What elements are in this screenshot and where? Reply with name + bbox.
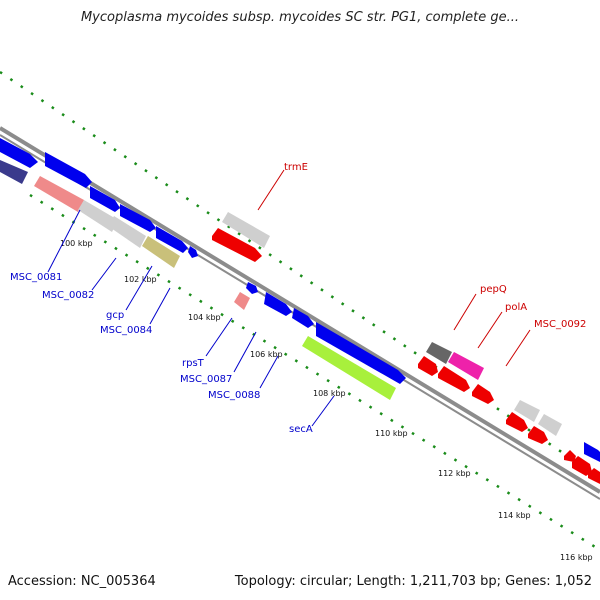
- gene-box-gray: [514, 400, 540, 422]
- gene-arrow: [584, 442, 600, 462]
- gene-label: polA: [505, 302, 527, 313]
- backbone-outer: [0, 126, 600, 494]
- gene-label: rpsT: [182, 358, 205, 369]
- kbp-label: 102 kbp: [124, 275, 157, 284]
- gene-box-salmon: [34, 176, 84, 212]
- gene-box-magenta: [448, 352, 484, 380]
- kbp-label: 108 kbp: [313, 389, 346, 398]
- gene-box-salmon: [234, 292, 250, 310]
- inner-tick-row: [29, 193, 600, 552]
- kbp-label: 116 kbp: [560, 553, 593, 562]
- gene-arrow: [264, 292, 292, 316]
- gene-label: MSC_0087: [180, 374, 232, 385]
- gene-arrow-red: [564, 450, 576, 462]
- gene-box-gray: [108, 216, 146, 248]
- gene-box-gray: [538, 414, 562, 436]
- gene-arrow-red: [572, 456, 592, 476]
- gene-arrow-red: [506, 412, 528, 432]
- gene-label: MSC_0081: [10, 272, 62, 283]
- topology-summary: Topology: circular; Length: 1,211,703 bp…: [234, 574, 592, 589]
- gene-box-olive: [142, 236, 180, 268]
- gene-label: gcp: [106, 310, 124, 321]
- gene-arrow: [246, 282, 258, 294]
- kbp-label: 106 kbp: [250, 350, 283, 359]
- label-leaders: [47, 169, 531, 427]
- kbp-label: 110 kbp: [375, 429, 408, 438]
- gene-arrow-red: [588, 468, 600, 484]
- gene-arrow-red: [212, 228, 262, 262]
- accession-text: Accession: NC_005364: [8, 574, 156, 589]
- gene-arrow: [120, 204, 156, 232]
- blue-gene-labels: MSC_0081 MSC_0082 gcp MSC_0084 rpsT MSC_…: [10, 272, 313, 435]
- kbp-labels: 100 kbp 102 kbp 104 kbp 106 kbp 108 kbp …: [60, 239, 593, 562]
- gene-label: MSC_0082: [42, 290, 94, 301]
- gene-box-dark-gray: [426, 342, 452, 364]
- gene-arrow-red: [528, 426, 548, 444]
- red-gene-labels: trmE pepQ polA MSC_0092: [284, 162, 586, 330]
- kbp-label: 114 kbp: [498, 511, 531, 520]
- kbp-label: 104 kbp: [188, 313, 221, 322]
- gene-label: MSC_0092: [534, 319, 586, 330]
- gene-arrow: [90, 186, 120, 212]
- gene-arrow: [0, 138, 38, 168]
- gene-box-gray: [78, 200, 118, 232]
- gene-box-dark-blue: [0, 160, 28, 184]
- map-title: Mycoplasma mycoides subsp. mycoides SC s…: [80, 10, 520, 25]
- gene-label: trmE: [284, 162, 308, 173]
- gene-label: MSC_0088: [208, 390, 260, 401]
- gene-arrow: [45, 152, 92, 188]
- gene-label: secA: [289, 424, 313, 435]
- gene-label: MSC_0084: [100, 325, 152, 336]
- gene-arrow: [156, 226, 188, 253]
- gene-box-gray: [222, 212, 270, 248]
- gene-arrow-red: [418, 356, 438, 376]
- gene-arrow-red: [472, 384, 494, 404]
- gene-box-lime: [302, 336, 396, 400]
- forward-genes: [0, 138, 600, 484]
- gene-arrow: [316, 322, 406, 384]
- gene-arrow-red: [438, 366, 470, 392]
- kbp-label: 112 kbp: [438, 469, 471, 478]
- gene-label: pepQ: [480, 284, 507, 295]
- gene-arrow: [292, 308, 314, 328]
- reverse-genes: [0, 160, 396, 400]
- kbp-label: 100 kbp: [60, 239, 93, 248]
- gene-arrow: [188, 246, 198, 258]
